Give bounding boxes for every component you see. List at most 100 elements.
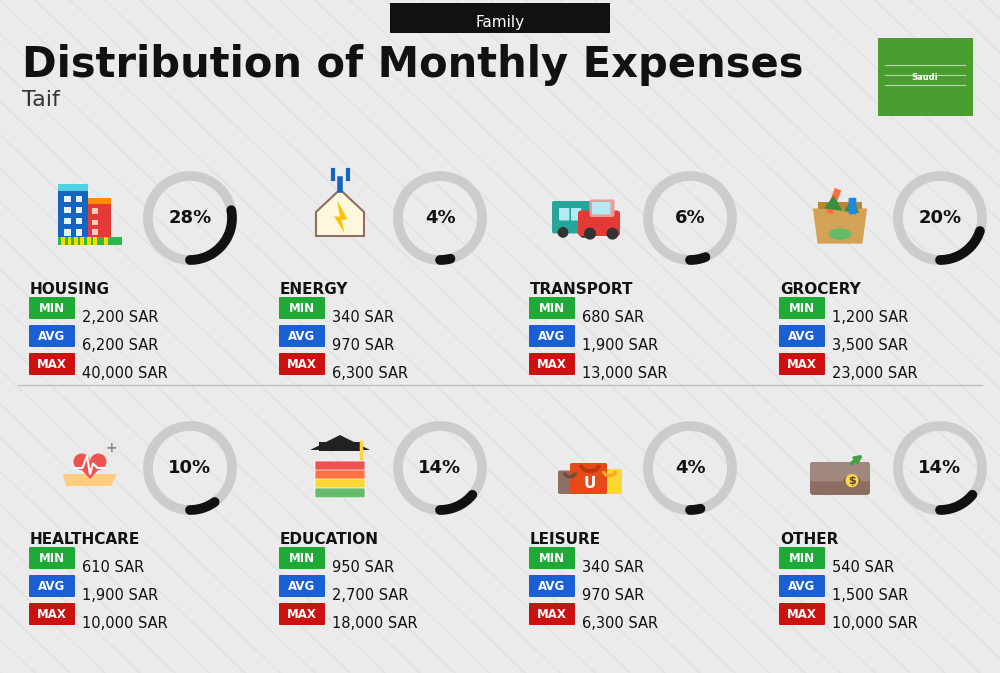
Text: EDUCATION: EDUCATION [280, 532, 379, 547]
Text: 1,500 SAR: 1,500 SAR [832, 588, 908, 604]
FancyBboxPatch shape [68, 237, 71, 245]
Text: Family: Family [475, 15, 525, 30]
Text: MIN: MIN [39, 551, 65, 565]
FancyBboxPatch shape [529, 603, 575, 625]
Text: Taif: Taif [22, 90, 60, 110]
FancyBboxPatch shape [571, 208, 581, 221]
FancyBboxPatch shape [559, 208, 569, 221]
FancyBboxPatch shape [29, 297, 75, 319]
FancyBboxPatch shape [76, 196, 82, 202]
FancyBboxPatch shape [76, 207, 82, 213]
Text: MIN: MIN [289, 551, 315, 565]
FancyBboxPatch shape [390, 3, 610, 33]
Text: LEISURE: LEISURE [530, 532, 601, 547]
Text: 3,500 SAR: 3,500 SAR [832, 339, 908, 353]
FancyBboxPatch shape [779, 547, 825, 569]
FancyBboxPatch shape [779, 297, 825, 319]
Text: 4%: 4% [675, 459, 705, 477]
Text: +: + [105, 441, 117, 456]
Text: 28%: 28% [168, 209, 212, 227]
FancyBboxPatch shape [590, 199, 614, 217]
Text: 6,200 SAR: 6,200 SAR [82, 339, 158, 353]
FancyBboxPatch shape [29, 353, 75, 375]
Text: 1,900 SAR: 1,900 SAR [82, 588, 158, 604]
FancyBboxPatch shape [529, 575, 575, 597]
Text: HEALTHCARE: HEALTHCARE [30, 532, 140, 547]
Text: 340 SAR: 340 SAR [582, 561, 644, 575]
Text: AVG: AVG [788, 579, 816, 592]
FancyBboxPatch shape [92, 209, 98, 214]
FancyBboxPatch shape [597, 469, 622, 494]
Text: ENERGY: ENERGY [280, 282, 349, 297]
FancyBboxPatch shape [315, 470, 365, 480]
FancyBboxPatch shape [64, 229, 71, 236]
FancyBboxPatch shape [88, 202, 111, 237]
Text: 2,200 SAR: 2,200 SAR [82, 310, 158, 326]
Text: 23,000 SAR: 23,000 SAR [832, 367, 918, 382]
FancyBboxPatch shape [319, 441, 361, 451]
FancyBboxPatch shape [552, 201, 595, 234]
Text: 340 SAR: 340 SAR [332, 310, 394, 326]
FancyBboxPatch shape [529, 547, 575, 569]
Text: 6%: 6% [675, 209, 705, 227]
FancyBboxPatch shape [878, 38, 973, 116]
FancyBboxPatch shape [104, 237, 108, 245]
Text: 10%: 10% [168, 459, 212, 477]
Text: 4%: 4% [425, 209, 455, 227]
FancyBboxPatch shape [779, 325, 825, 347]
FancyBboxPatch shape [810, 462, 870, 495]
Text: 6,300 SAR: 6,300 SAR [332, 367, 408, 382]
FancyBboxPatch shape [64, 218, 71, 224]
Text: AVG: AVG [38, 330, 66, 343]
FancyBboxPatch shape [61, 237, 65, 245]
Text: 950 SAR: 950 SAR [332, 561, 394, 575]
Text: 40,000 SAR: 40,000 SAR [82, 367, 168, 382]
Text: AVG: AVG [538, 330, 566, 343]
Text: $: $ [848, 476, 856, 486]
Ellipse shape [829, 228, 851, 240]
FancyBboxPatch shape [29, 325, 75, 347]
Text: MAX: MAX [287, 357, 317, 371]
FancyBboxPatch shape [315, 479, 365, 489]
FancyBboxPatch shape [92, 219, 98, 225]
Polygon shape [824, 196, 859, 213]
Text: MAX: MAX [787, 357, 817, 371]
Text: AVG: AVG [788, 330, 816, 343]
FancyBboxPatch shape [58, 189, 88, 237]
Text: 18,000 SAR: 18,000 SAR [332, 616, 418, 631]
Circle shape [102, 439, 120, 458]
FancyBboxPatch shape [529, 353, 575, 375]
FancyBboxPatch shape [58, 184, 88, 191]
FancyBboxPatch shape [849, 198, 856, 214]
Text: OTHER: OTHER [780, 532, 838, 547]
Text: MIN: MIN [539, 551, 565, 565]
FancyBboxPatch shape [64, 207, 71, 213]
FancyBboxPatch shape [315, 461, 365, 471]
Text: MAX: MAX [37, 608, 67, 621]
Text: AVG: AVG [38, 579, 66, 592]
Circle shape [606, 227, 618, 240]
FancyBboxPatch shape [779, 603, 825, 625]
Text: TRANSPORT: TRANSPORT [530, 282, 634, 297]
FancyBboxPatch shape [529, 297, 575, 319]
Text: MAX: MAX [37, 357, 67, 371]
Text: 610 SAR: 610 SAR [82, 561, 144, 575]
FancyBboxPatch shape [93, 237, 97, 245]
Text: 680 SAR: 680 SAR [582, 310, 644, 326]
FancyBboxPatch shape [279, 575, 325, 597]
Text: GROCERY: GROCERY [780, 282, 861, 297]
Polygon shape [74, 462, 106, 479]
FancyBboxPatch shape [80, 237, 84, 245]
FancyBboxPatch shape [558, 470, 582, 494]
Text: MAX: MAX [537, 608, 567, 621]
Text: MIN: MIN [789, 302, 815, 314]
Text: MAX: MAX [287, 608, 317, 621]
Text: 970 SAR: 970 SAR [332, 339, 394, 353]
Circle shape [74, 454, 90, 470]
Text: AVG: AVG [288, 579, 316, 592]
Text: MAX: MAX [787, 608, 817, 621]
Circle shape [845, 474, 859, 487]
Polygon shape [334, 200, 348, 233]
Text: MIN: MIN [539, 302, 565, 314]
Text: 20%: 20% [918, 209, 962, 227]
